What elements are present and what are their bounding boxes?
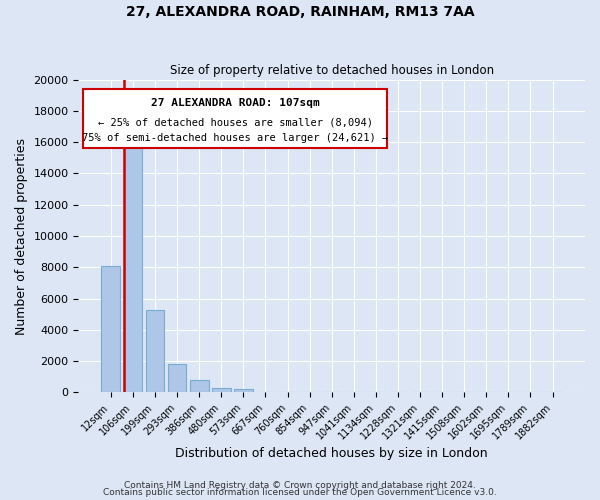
Text: 27 ALEXANDRA ROAD: 107sqm: 27 ALEXANDRA ROAD: 107sqm xyxy=(151,98,320,108)
Text: ← 25% of detached houses are smaller (8,094): ← 25% of detached houses are smaller (8,… xyxy=(98,117,373,127)
Bar xyxy=(101,266,120,392)
Text: 75% of semi-detached houses are larger (24,621) →: 75% of semi-detached houses are larger (… xyxy=(82,133,389,143)
Title: Size of property relative to detached houses in London: Size of property relative to detached ho… xyxy=(170,64,494,77)
Bar xyxy=(212,388,230,392)
FancyBboxPatch shape xyxy=(83,89,388,148)
Bar xyxy=(234,390,253,392)
Bar xyxy=(146,310,164,392)
Text: Contains public sector information licensed under the Open Government Licence v3: Contains public sector information licen… xyxy=(103,488,497,497)
Y-axis label: Number of detached properties: Number of detached properties xyxy=(15,138,28,334)
Bar xyxy=(190,380,209,392)
Bar xyxy=(124,133,142,392)
X-axis label: Distribution of detached houses by size in London: Distribution of detached houses by size … xyxy=(175,447,488,460)
Text: Contains HM Land Registry data © Crown copyright and database right 2024.: Contains HM Land Registry data © Crown c… xyxy=(124,480,476,490)
Text: 27, ALEXANDRA ROAD, RAINHAM, RM13 7AA: 27, ALEXANDRA ROAD, RAINHAM, RM13 7AA xyxy=(125,5,475,19)
Bar xyxy=(167,364,187,392)
